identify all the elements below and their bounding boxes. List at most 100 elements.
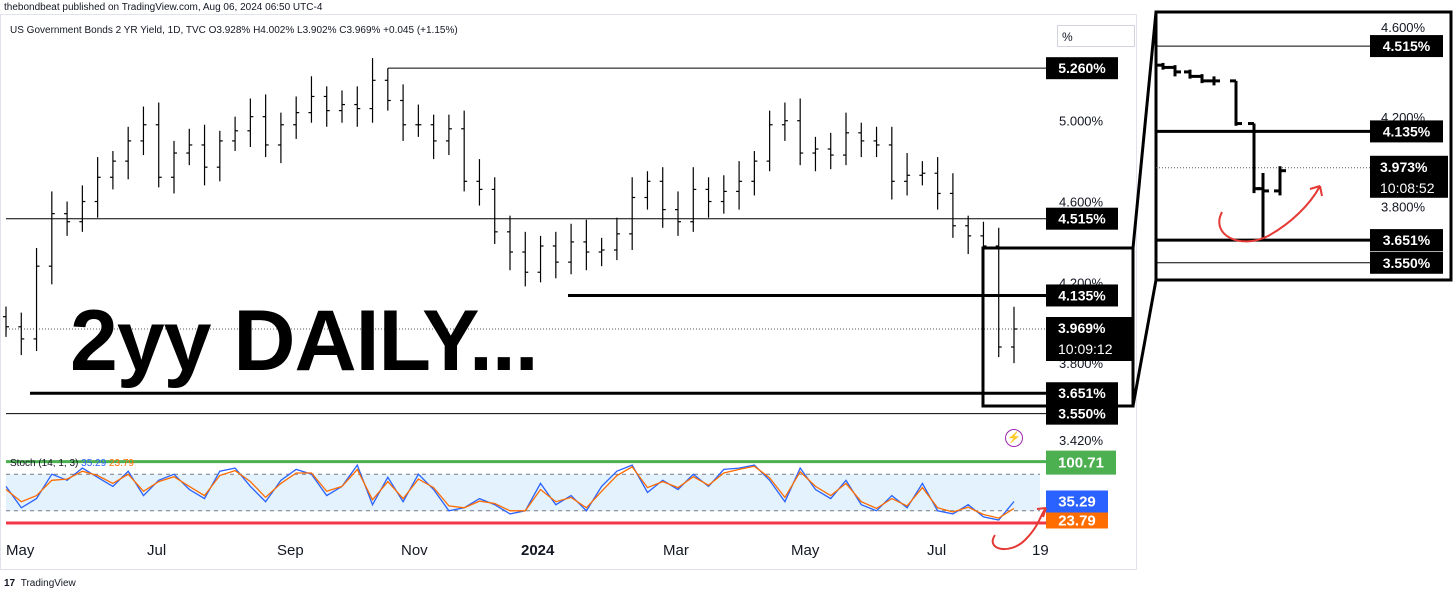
inset-ohlc-bar	[1257, 172, 1269, 241]
bolt-icon[interactable]: ⚡	[1005, 429, 1023, 447]
inset-ohlc-bar	[1157, 62, 1169, 70]
symbol-legend[interactable]: US Government Bonds 2 YR Yield, 1D, TVC …	[10, 25, 458, 36]
inset-ohlc-bar	[1196, 74, 1208, 84]
ohlc-bar	[48, 191, 55, 285]
ohlc-bar	[3, 306, 9, 337]
inset-annotation-arrow	[1218, 185, 1321, 243]
ohlc-bar	[171, 140, 177, 194]
ohlc-bar	[125, 126, 132, 180]
ohlc-bar	[64, 201, 71, 236]
x-tick-label: 19	[1032, 542, 1049, 559]
inset-ohlc-bar	[1184, 69, 1196, 79]
last-price-tag-box	[1046, 317, 1134, 362]
ohlc-bar	[827, 132, 834, 170]
y-tick-label: 5.000%	[1059, 114, 1104, 129]
stoch-d-tag-box	[1046, 512, 1108, 529]
ohlc-bar	[18, 312, 25, 356]
ohlc-bar	[568, 223, 575, 275]
inset-ohlc-bar	[1208, 76, 1220, 86]
ohlc-bar	[613, 217, 620, 261]
inset-countdown: 10:08:52	[1380, 180, 1435, 196]
x-tick-label: May	[6, 542, 35, 559]
inset-price-tag: 3.651%	[1383, 232, 1431, 248]
ohlc-bar	[1011, 306, 1017, 364]
inset-annotation-arrowhead	[1309, 185, 1323, 197]
tradingview-logo-icon: 17	[4, 578, 16, 589]
ohlc-bar	[736, 161, 743, 210]
ohlc-bar	[262, 94, 269, 158]
last-price-tag: 3.969%	[1058, 320, 1106, 336]
stoch-k-tag: 35.29	[1058, 493, 1096, 510]
footer-text: TradingView	[20, 578, 76, 589]
ohlc-bar	[507, 215, 513, 271]
ohlc-bar	[598, 237, 605, 267]
ohlc-bar	[323, 86, 330, 127]
inset-last-tag: 3.973%	[1380, 159, 1428, 175]
ohlc-bar	[400, 84, 407, 141]
ohlc-bar	[33, 247, 40, 352]
ohlc-bar	[155, 102, 162, 188]
ohlc-bar	[293, 96, 300, 139]
footer: 17 TradingView	[4, 578, 76, 589]
ohlc-bar	[583, 219, 590, 271]
zoom-connector-bottom	[1131, 279, 1158, 407]
ohlc-bar	[675, 191, 681, 236]
hline-price-tag-box	[1046, 402, 1118, 425]
ohlc-bar	[232, 116, 239, 152]
hline-price-tag-box	[1046, 57, 1118, 80]
stoch-max-tag-box	[1046, 450, 1116, 475]
inset-price-tag: 4.135%	[1383, 123, 1431, 139]
y-tick-label: 3.420%	[1059, 433, 1104, 448]
stoch-k-tag-box	[1046, 490, 1108, 513]
countdown-tag: 10:09:12	[1058, 341, 1113, 357]
ohlc-bar	[476, 159, 483, 206]
stoch-d-line	[5, 465, 1015, 519]
ohlc-bar	[140, 106, 147, 156]
ohlc-bar	[277, 112, 284, 164]
title-overlay: 2yy DAILY...	[70, 293, 539, 389]
hline-price-tag: 3.651%	[1058, 385, 1106, 401]
inset-ohlc-bar	[1274, 166, 1286, 196]
x-tick-label: Nov	[401, 542, 428, 559]
inset-price-tag-box	[1370, 229, 1443, 252]
inset-price-tag: 3.550%	[1383, 255, 1431, 271]
inset-ohlc-bar	[1230, 79, 1242, 126]
ohlc-bar	[751, 151, 758, 196]
inset-price-tag-box	[1370, 35, 1443, 58]
ohlc-bar	[216, 130, 223, 182]
stoch-name: Stoch (14, 1, 3)	[10, 458, 79, 469]
stoch-legend[interactable]: Stoch (14, 1, 3) 35.29 23.79	[10, 458, 134, 469]
ohlc-bar	[354, 86, 361, 127]
ohlc-bar	[94, 157, 101, 218]
ohlc-bar	[858, 122, 865, 158]
ohlc-bar	[552, 231, 559, 279]
ohlc-bar	[766, 110, 773, 172]
ohlc-bar	[430, 114, 437, 160]
ohlc-bar	[445, 114, 452, 156]
ohlc-bar	[109, 151, 116, 190]
ohlc-bar	[308, 76, 315, 123]
x-tick-label: Mar	[663, 542, 689, 559]
hline-price-tag: 4.515%	[1058, 211, 1106, 227]
inset-last-tag-box	[1370, 155, 1448, 198]
ohlc-bar	[904, 153, 911, 196]
ohlc-bar	[644, 171, 651, 210]
ohlc-bar	[629, 177, 636, 251]
ohlc-bar	[369, 58, 376, 123]
zoom-connector-top	[1131, 11, 1158, 249]
hline-price-tag-box	[1046, 284, 1118, 307]
stoch-max-tag: 100.71	[1058, 455, 1104, 472]
annotation-arrowhead	[1036, 507, 1047, 518]
annotation-arrow	[991, 507, 1047, 551]
x-tick-label: May	[791, 542, 820, 559]
inset-price-tag-box	[1370, 251, 1443, 274]
chart-frame	[0, 14, 1137, 570]
ohlc-bar	[781, 102, 788, 141]
inset-price-tag: 4.515%	[1383, 38, 1431, 54]
inset-ohlc-bar	[1169, 65, 1181, 77]
x-tick-label: 2024	[521, 542, 555, 559]
ohlc-bar	[919, 161, 926, 186]
percent-scale-button[interactable]: %	[1057, 25, 1135, 47]
ohlc-bar	[201, 124, 208, 186]
